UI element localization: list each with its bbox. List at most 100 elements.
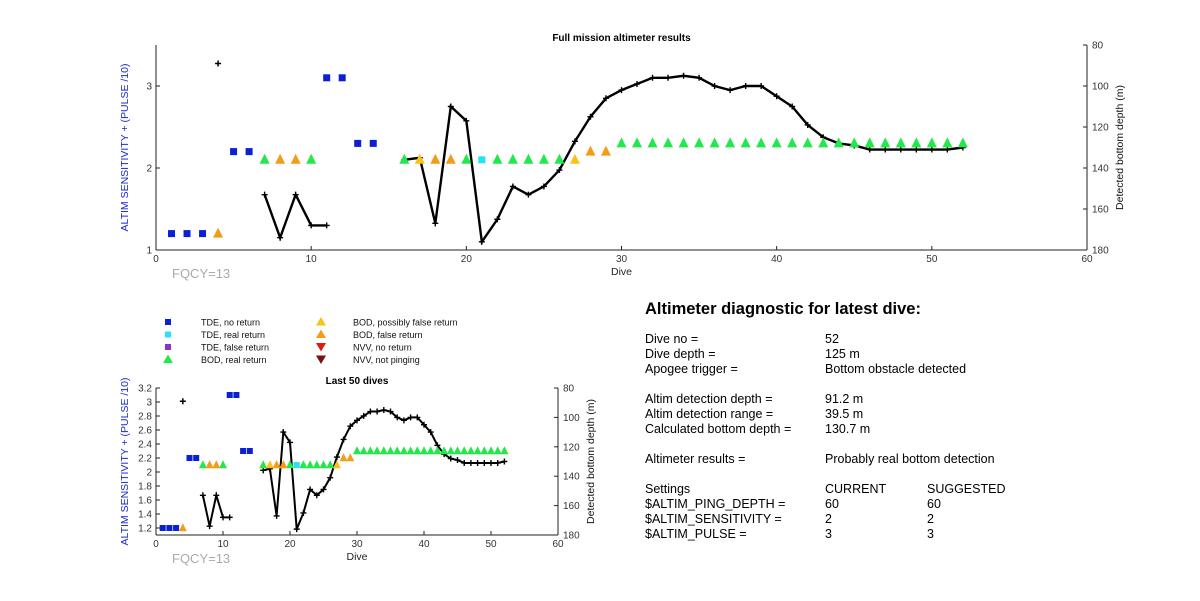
x-axis-label: Dive: [611, 266, 632, 278]
depth-point-marker: [494, 216, 501, 223]
setting-name: $ALTIM_PULSE =: [645, 527, 747, 541]
legend-triangle-down-marker: [316, 355, 326, 364]
detection-range-label: Altim detection range =: [645, 407, 774, 421]
bod-real-return-marker: [198, 460, 207, 469]
bod-real-return-marker: [740, 137, 751, 148]
depth-point-marker: [773, 93, 780, 100]
bod-false-return-marker: [275, 153, 286, 164]
bod-real-return-marker: [647, 137, 658, 148]
settings-row-pulse: $ALTIM_PULSE = 3 3: [645, 527, 1165, 542]
apogee-trigger-value: Bottom obstacle detected: [825, 362, 967, 376]
bod-false-return-marker: [213, 227, 224, 238]
tde-no-return-marker: [323, 74, 331, 82]
x-tick-label: 0: [153, 254, 159, 265]
y-right-tick-label: 80: [1092, 41, 1104, 52]
y-right-tick-label: 160: [563, 501, 580, 512]
depth-point-marker: [414, 414, 421, 421]
bod-possibly-false-marker: [569, 153, 580, 164]
depth-point-marker: [481, 459, 488, 466]
setting-suggested: 60: [927, 497, 941, 511]
detection-range-row: Altim detection range = 39.5 m: [645, 407, 1165, 422]
depth-point-marker: [711, 83, 718, 89]
depth-point-marker: [789, 103, 796, 110]
bod-real-return-marker: [480, 446, 489, 455]
bod-real-return-marker: [379, 446, 388, 455]
setting-suggested: 3: [927, 527, 934, 541]
y-left-tick-label: 2: [146, 164, 152, 175]
bod-possibly-false-marker: [414, 153, 425, 164]
bod-real-return-marker: [466, 446, 475, 455]
dive-depth-row: Dive depth = 125 m: [645, 347, 1165, 362]
bod-possibly-false-marker: [332, 460, 341, 469]
bod-real-return-marker: [833, 137, 844, 148]
depth-point-marker: [277, 234, 284, 241]
dive-depth-value: 125 m: [825, 347, 860, 361]
dive-no-row: Dive no = 52: [645, 332, 1165, 347]
depth-point-marker: [199, 492, 206, 499]
x-tick-label: 0: [153, 539, 159, 550]
bod-real-return-marker: [487, 446, 495, 455]
altimeter-results-value: Probably real bottom detection: [825, 452, 995, 466]
y-right-tick-label: 140: [563, 472, 580, 483]
bod-real-return-marker: [299, 460, 308, 469]
tde-no-return-marker: [369, 139, 377, 147]
x-tick-label: 60: [1081, 254, 1093, 265]
x-tick-label: 10: [306, 254, 318, 265]
tde-no-return-marker: [240, 448, 247, 454]
depth-point-marker: [380, 407, 387, 414]
y-left-tick-label: 2: [146, 468, 152, 479]
bod-real-return-marker: [694, 137, 705, 148]
bod-real-return-marker: [771, 137, 782, 148]
dive-no-value: 52: [825, 332, 839, 346]
legend-triangle-marker: [316, 317, 326, 326]
depth-point-marker: [360, 412, 367, 419]
tde-no-return-marker: [183, 230, 191, 238]
bod-real-return-marker: [942, 137, 953, 148]
x-tick-label: 20: [284, 539, 296, 550]
y-right-tick-label: 80: [563, 384, 575, 395]
tde-no-return-marker: [166, 525, 173, 531]
bod-real-return-marker: [413, 446, 422, 455]
bod-false-return-marker: [205, 460, 214, 469]
settings-header-row: Settings CURRENT SUGGESTED: [645, 482, 1165, 497]
bod-real-return-marker: [366, 446, 375, 455]
legend-triangle-marker: [163, 354, 173, 363]
y-right-tick-label: 120: [1092, 123, 1109, 134]
legend-square-marker: [165, 344, 171, 350]
y-left-tick-label: 3.2: [138, 384, 152, 395]
y-left-tick-label: 2.4: [138, 440, 152, 451]
tde-no-return-marker: [193, 455, 200, 461]
depth-point-marker: [347, 423, 354, 430]
bod-real-return-marker: [849, 137, 860, 148]
depth-point-marker: [421, 421, 427, 428]
bod-real-return-marker: [426, 446, 435, 455]
tde-no-return-marker: [186, 455, 193, 461]
bod-real-return-marker: [802, 137, 813, 148]
depth-point-marker: [696, 74, 703, 81]
tde-no-return-marker: [168, 230, 176, 238]
depth-point-marker: [447, 455, 454, 462]
depth-point-marker: [525, 191, 532, 198]
bod-real-return-marker: [554, 153, 565, 164]
bod-real-return-marker: [326, 460, 335, 469]
y-left-axis-label: ALTIM SENSITIVITY + (PULSE /10): [119, 378, 131, 546]
tde-no-return-marker: [246, 448, 253, 454]
x-tick-label: 50: [485, 539, 497, 550]
bod-real-return-marker: [926, 137, 937, 148]
depth-point-marker: [742, 83, 749, 89]
tde-no-return-marker: [245, 148, 253, 156]
bod-real-return-marker: [756, 137, 767, 148]
calculated-bottom-value: 130.7 m: [825, 422, 871, 436]
depth-point-marker: [260, 467, 267, 474]
bod-real-return-marker: [399, 446, 408, 455]
altimeter-results-row: Altimeter results = Probably real bottom…: [645, 452, 1165, 467]
x-tick-label: 20: [461, 254, 473, 265]
depth-point-marker: [665, 74, 672, 81]
depth-point-marker: [463, 117, 470, 124]
legend-triangle-marker: [316, 329, 326, 338]
depth-point-marker: [602, 95, 609, 102]
bod-real-return-marker: [373, 446, 382, 455]
depth-point-marker: [758, 83, 765, 89]
diagnostic-title: Altimeter diagnostic for latest dive:: [645, 300, 921, 318]
bod-real-return-marker: [306, 460, 315, 469]
